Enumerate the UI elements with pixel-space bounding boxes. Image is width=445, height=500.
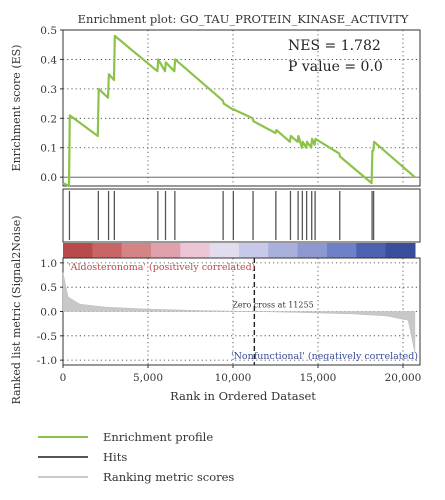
heatbar-segment	[121, 243, 152, 258]
heatbar-segment	[268, 243, 299, 258]
es-y-tick-label: 0.4	[40, 54, 57, 66]
heatbar-segment	[209, 243, 240, 258]
heatbar-segment	[326, 243, 357, 258]
heatbar-segment	[356, 243, 387, 258]
es-y-tick-label: 0.2	[40, 113, 57, 125]
x-tick-label: 10,000	[215, 372, 252, 384]
es-y-axis-label: Enrichment score (ES)	[10, 45, 23, 172]
legend-label: Enrichment profile	[103, 430, 213, 444]
positive-correlation-label: 'Aldosteronoma' (positively correlated)	[68, 262, 255, 273]
nes-text: NES = 1.782	[288, 38, 381, 54]
metric-y-tick-label: -0.5	[37, 331, 57, 343]
chart-title: Enrichment plot: GO_TAU_PROTEIN_KINASE_A…	[78, 12, 409, 26]
es-y-tick-label: 0.1	[40, 143, 57, 155]
pvalue-text: P value = 0.0	[288, 59, 383, 75]
x-tick-label: 5,000	[133, 372, 163, 384]
es-y-tick-label: 0.5	[40, 25, 57, 37]
metric-y-tick-label: -1.0	[37, 355, 57, 367]
ranking-heatbar	[63, 243, 416, 258]
heatbar-segment	[385, 243, 416, 258]
heatbar-segment	[297, 243, 328, 258]
hits-marks	[68, 191, 375, 240]
negative-correlation-label: 'Nonfunctional' (negatively correlated)	[231, 351, 418, 362]
metric-y-tick-label: 0.0	[40, 307, 57, 319]
es-panel: 0.0 0.1 0.2 0.3 0.4 0.5 NES = 1.782 P value =…	[40, 25, 421, 188]
metric-panel: 1.0 0.5 0.0 -0.5 -1.0 Zero cross at 11255 'A…	[37, 257, 421, 367]
metric-y-axis-ticks: 1.0 0.5 0.0 -0.5 -1.0	[37, 258, 63, 367]
legend-label: Ranking metric scores	[103, 470, 234, 484]
es-y-tick-label: 0.0	[40, 172, 57, 184]
x-tick-label: 0	[60, 372, 67, 384]
heatbar-segment	[150, 243, 181, 258]
hits-panel-frame	[62, 188, 421, 243]
legend-label: Hits	[103, 450, 127, 464]
es-panel-frame	[62, 29, 421, 187]
x-tick-label: 20,000	[385, 372, 422, 384]
chart-legend: Enrichment profile Hits Ranking metric sco…	[38, 430, 234, 484]
zero-cross-label: Zero cross at 11255	[232, 301, 313, 310]
heatbar-segment	[180, 243, 211, 258]
es-enrichment-profile-line	[62, 34, 416, 188]
es-gridlines	[62, 29, 420, 186]
es-y-tick-label: 0.3	[40, 84, 57, 96]
heatbar-segment	[92, 243, 123, 258]
heatbar-segment	[63, 243, 93, 258]
ranking-metric-area	[62, 272, 416, 353]
x-axis-ticks: 0 5,000 10,000 15,000 20,000	[60, 365, 422, 384]
x-tick-label: 15,000	[300, 372, 337, 384]
metric-y-tick-label: 0.5	[40, 282, 57, 294]
metric-y-tick-label: 1.0	[40, 258, 57, 270]
hits-panel	[62, 188, 421, 243]
es-y-axis-ticks: 0.0 0.1 0.2 0.3 0.4 0.5	[40, 25, 63, 184]
heatbar-segment	[238, 243, 269, 258]
x-axis-label: Rank in Ordered Dataset	[170, 389, 316, 403]
metric-y-axis-label: Ranked list metric (Signal2Noise)	[10, 215, 23, 404]
